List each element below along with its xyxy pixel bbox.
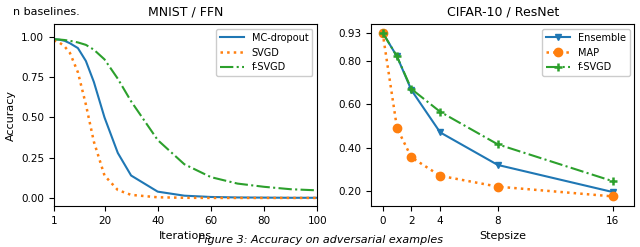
Line: MC-dropout: MC-dropout: [54, 39, 317, 198]
Text: Figure 3: Accuracy on adversarial examples: Figure 3: Accuracy on adversarial exampl…: [198, 235, 442, 245]
f-SVGD: [408, 87, 415, 90]
Line: SVGD: SVGD: [54, 40, 317, 198]
SVGD: [154, 196, 161, 199]
MC-dropout: [114, 151, 122, 154]
f-SVGD: [207, 176, 215, 179]
MC-dropout: [287, 196, 294, 199]
f-SVGD: [90, 48, 98, 51]
MC-dropout: [234, 196, 241, 199]
SVGD: [207, 196, 215, 199]
Title: MNIST / FFN: MNIST / FFN: [148, 5, 223, 19]
X-axis label: Iterations: Iterations: [159, 231, 212, 242]
Line: f-SVGD: f-SVGD: [378, 28, 617, 185]
Legend: Ensemble, MAP, f-SVGD: Ensemble, MAP, f-SVGD: [541, 29, 630, 76]
f-SVGD: [379, 31, 387, 34]
X-axis label: Stepsize: Stepsize: [479, 231, 526, 242]
f-SVGD: [260, 185, 268, 188]
f-SVGD: [436, 110, 444, 113]
MC-dropout: [314, 196, 321, 199]
MC-dropout: [127, 174, 135, 177]
f-SVGD: [114, 77, 122, 80]
SVGD: [234, 196, 241, 199]
f-SVGD: [82, 43, 90, 46]
f-SVGD: [180, 163, 188, 166]
SVGD: [56, 41, 63, 44]
SVGD: [287, 196, 294, 199]
MC-dropout: [207, 195, 215, 198]
SVGD: [260, 196, 268, 199]
SVGD: [82, 103, 90, 106]
f-SVGD: [494, 143, 502, 146]
Text: n baselines.: n baselines.: [13, 7, 79, 17]
f-SVGD: [314, 189, 321, 192]
Ensemble: [494, 164, 502, 166]
MC-dropout: [90, 81, 98, 83]
MAP: [379, 31, 387, 34]
MAP: [436, 174, 444, 177]
Line: Ensemble: Ensemble: [379, 29, 616, 196]
MC-dropout: [56, 38, 63, 41]
MC-dropout: [260, 196, 268, 199]
Y-axis label: Accuracy: Accuracy: [6, 89, 15, 141]
SVGD: [90, 140, 98, 143]
SVGD: [100, 174, 108, 177]
Legend: MC-dropout, SVGD, f-SVGD: MC-dropout, SVGD, f-SVGD: [216, 29, 312, 76]
f-SVGD: [74, 41, 82, 44]
MC-dropout: [154, 190, 161, 193]
f-SVGD: [154, 139, 161, 142]
Line: MAP: MAP: [378, 28, 617, 201]
f-SVGD: [66, 39, 74, 42]
Ensemble: [379, 31, 387, 34]
f-SVGD: [609, 180, 617, 183]
SVGD: [127, 193, 135, 196]
MC-dropout: [74, 47, 82, 50]
MAP: [494, 185, 502, 188]
MAP: [408, 156, 415, 159]
Ensemble: [436, 131, 444, 134]
MC-dropout: [100, 116, 108, 119]
SVGD: [314, 196, 321, 199]
f-SVGD: [61, 39, 68, 41]
MC-dropout: [61, 39, 68, 42]
f-SVGD: [56, 38, 63, 41]
MAP: [393, 126, 401, 129]
SVGD: [50, 39, 58, 42]
f-SVGD: [287, 188, 294, 191]
f-SVGD: [100, 58, 108, 61]
MAP: [609, 195, 617, 198]
f-SVGD: [393, 55, 401, 58]
Ensemble: [609, 191, 617, 194]
SVGD: [61, 45, 68, 48]
Line: f-SVGD: f-SVGD: [54, 39, 317, 190]
SVGD: [180, 196, 188, 199]
Ensemble: [408, 89, 415, 92]
MC-dropout: [180, 194, 188, 197]
MC-dropout: [66, 42, 74, 45]
Ensemble: [393, 55, 401, 58]
MC-dropout: [50, 38, 58, 41]
SVGD: [114, 188, 122, 191]
MC-dropout: [82, 60, 90, 62]
Title: CIFAR-10 / ResNet: CIFAR-10 / ResNet: [447, 5, 559, 19]
f-SVGD: [234, 182, 241, 185]
SVGD: [74, 71, 82, 74]
f-SVGD: [50, 38, 58, 41]
f-SVGD: [127, 100, 135, 103]
SVGD: [66, 51, 74, 54]
